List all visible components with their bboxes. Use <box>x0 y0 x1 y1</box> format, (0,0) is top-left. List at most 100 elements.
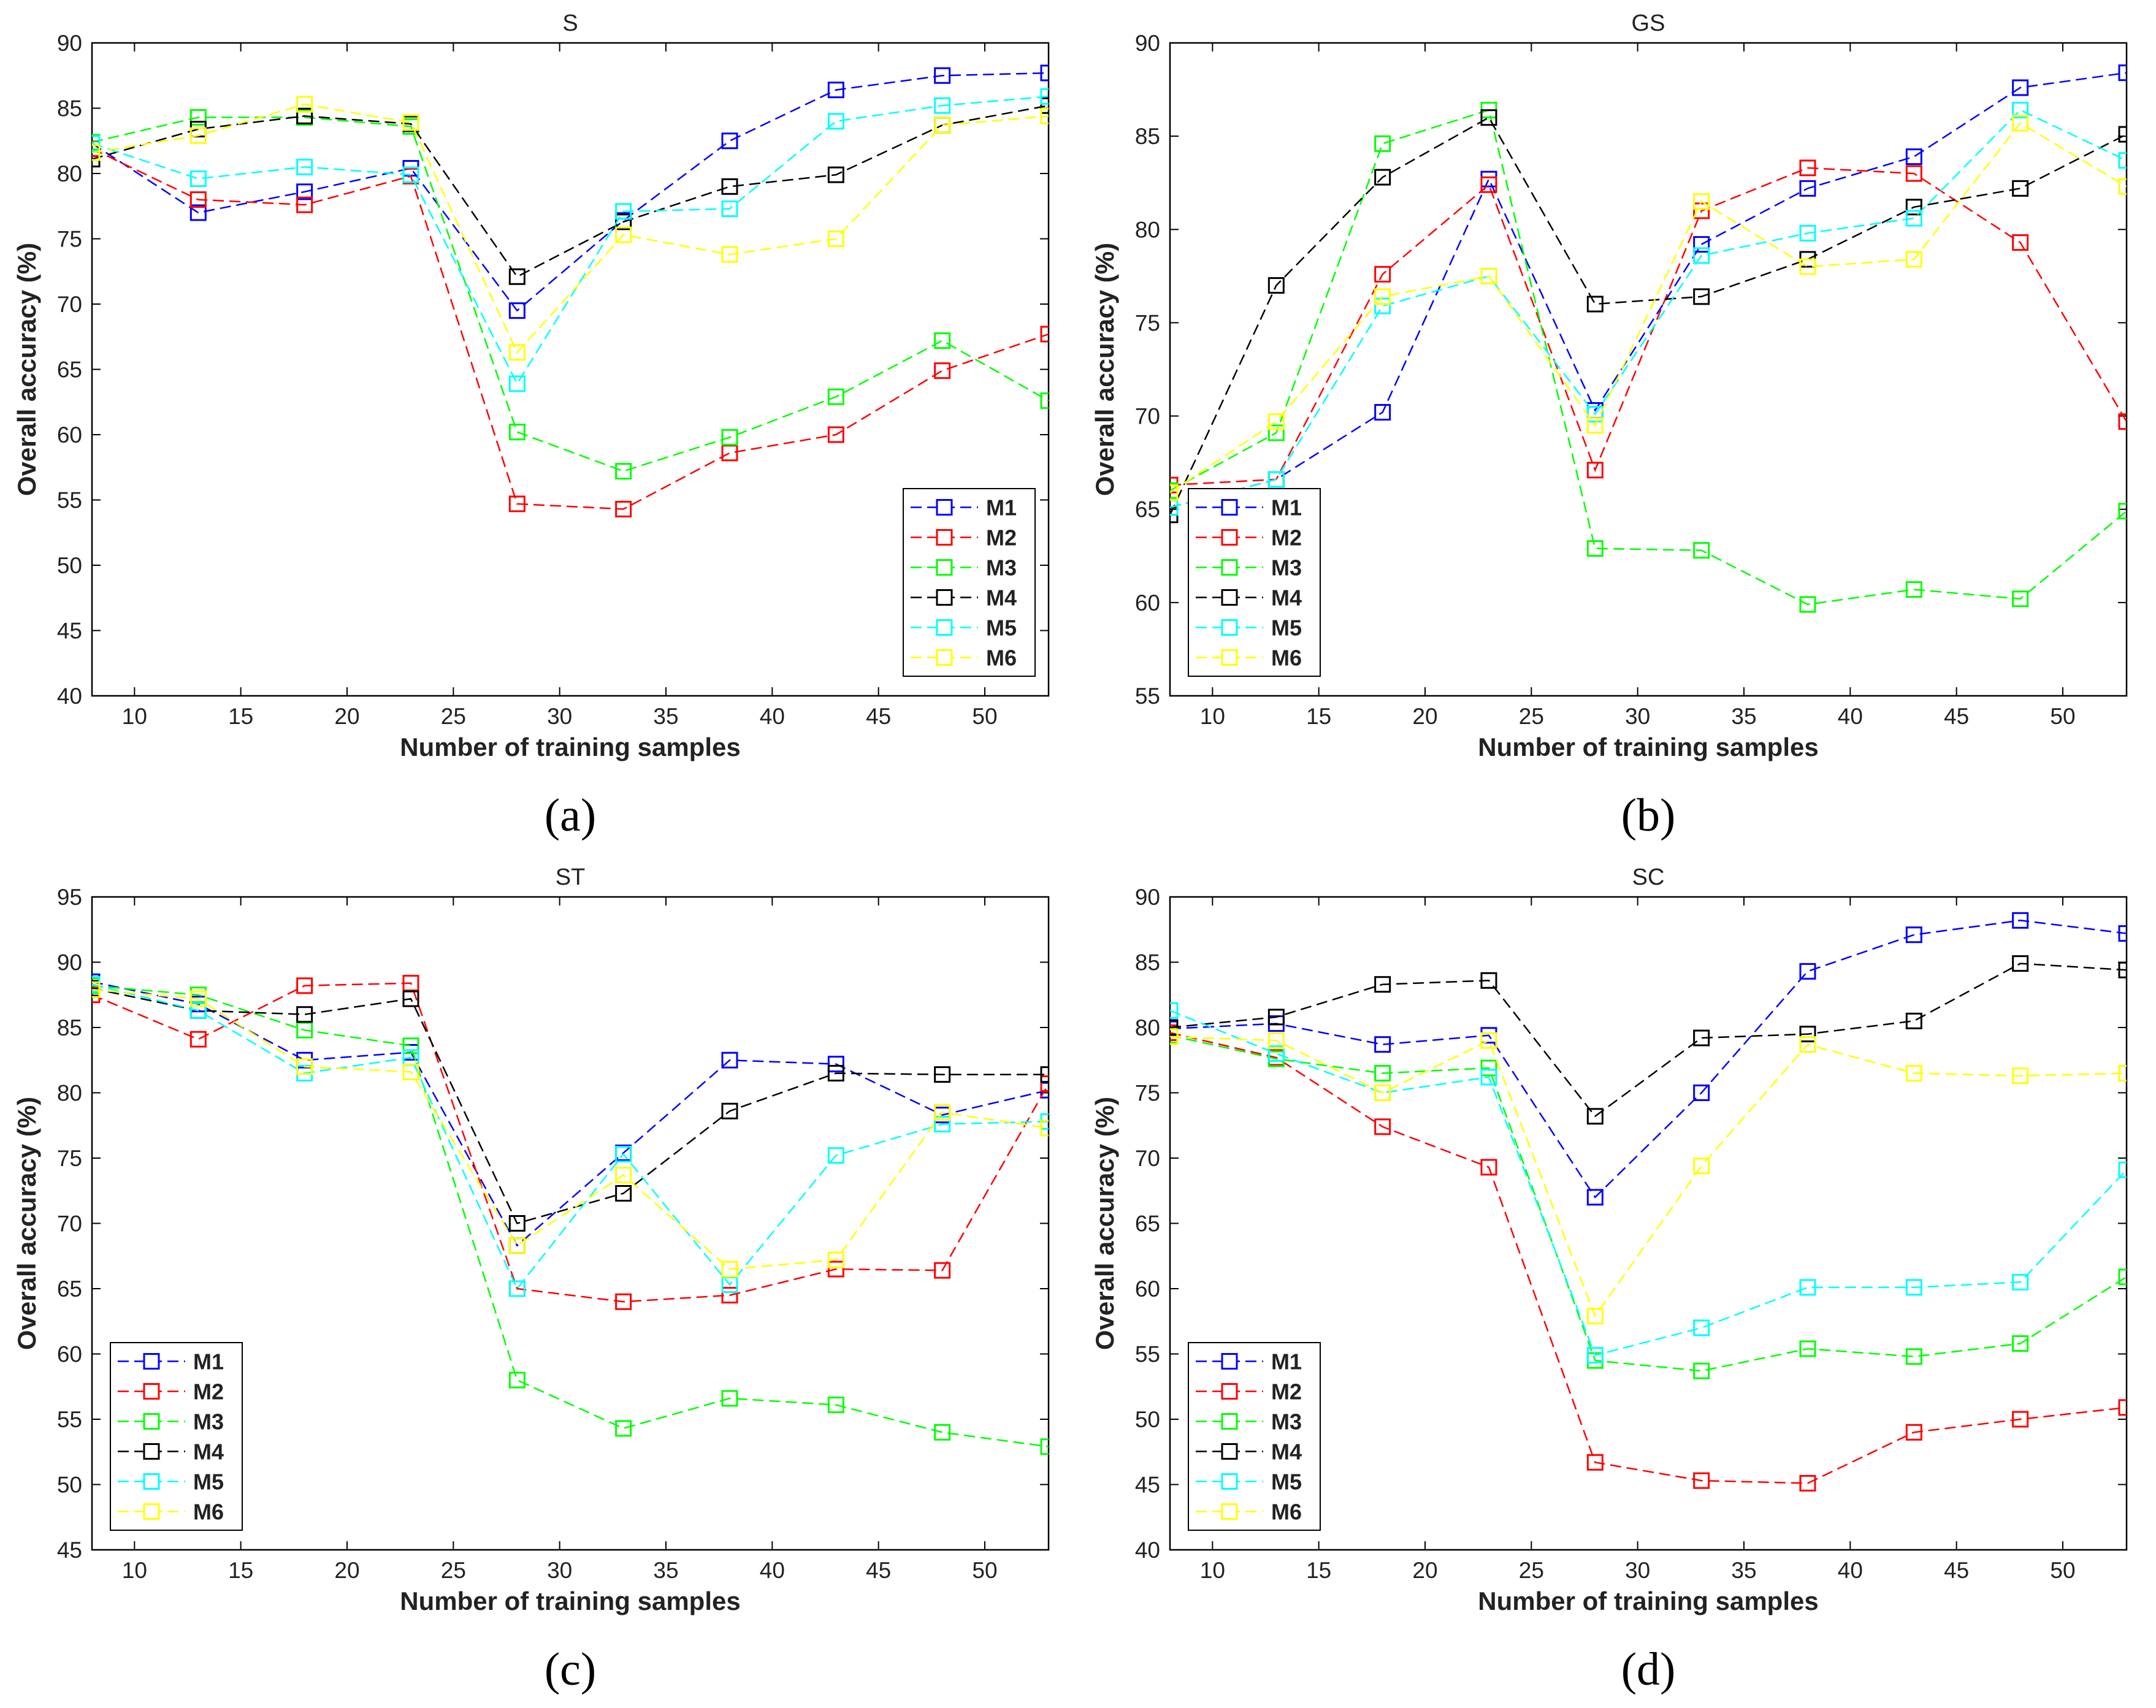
chart-panel-3: 45 50 55 60 65 70 75 80 85 90 95 10 15 20 25 30 35 40 45 50… <box>12 864 1050 1695</box>
data-point-m3 <box>2118 1268 2127 1286</box>
data-point-m6 <box>721 246 738 263</box>
data-point-m2 <box>1586 1454 1604 1471</box>
data-point-m6 <box>92 981 101 998</box>
legend-entry-label: M4 <box>193 1439 224 1465</box>
y-tick-label: 80 <box>57 1081 82 1106</box>
y-tick-label: 90 <box>1135 885 1160 910</box>
x-tick-label: 50 <box>2050 1558 2075 1583</box>
series-line-m4 <box>92 987 1049 1224</box>
x-axis-label: Number of training samples <box>400 733 740 761</box>
data-point-m2 <box>721 444 738 462</box>
x-tick-label: 50 <box>972 1558 997 1583</box>
x-tick-label: 40 <box>1838 1558 1863 1583</box>
data-point-m4 <box>934 1066 951 1083</box>
series-line-m6 <box>92 988 1049 1270</box>
data-point-m3 <box>721 429 738 446</box>
legend-swatch-marker <box>1221 649 1238 666</box>
legend-swatch-marker <box>936 559 953 576</box>
x-tick-label: 15 <box>228 1558 253 1583</box>
panel-caption: (a) <box>545 790 596 841</box>
data-point-m5 <box>1586 1347 1604 1364</box>
data-point-m2 <box>615 500 632 517</box>
series-line-m2 <box>1170 1032 2127 1484</box>
data-point-m3 <box>1374 1065 1391 1082</box>
data-point-m3 <box>934 1424 951 1441</box>
data-point-m5 <box>827 113 844 130</box>
y-axis-label: Overall accuracy (%) <box>12 1097 41 1350</box>
data-point-m6 <box>1267 1032 1285 1049</box>
series-line-m1 <box>92 72 1049 312</box>
data-point-m3 <box>189 109 207 126</box>
data-point-m5 <box>189 170 207 188</box>
series-line-m3 <box>1170 109 2127 606</box>
y-tick-label: 70 <box>1135 1146 1160 1171</box>
x-tick-label: 20 <box>1412 1558 1437 1583</box>
data-point-m6 <box>1905 251 1922 268</box>
legend: M1 M2 M3 M4 M5 M6 <box>1188 488 1321 677</box>
y-tick-label: 65 <box>1135 497 1160 522</box>
x-axis-label: Number of training samples <box>1478 1587 1818 1615</box>
y-tick-label: 70 <box>1135 404 1160 429</box>
x-tick-label: 25 <box>1519 1558 1544 1583</box>
data-point-m1 <box>2012 79 2029 96</box>
series-line-m1 <box>1170 920 2127 1199</box>
legend-entry-label: M1 <box>986 495 1017 520</box>
data-point-m5 <box>1374 297 1391 315</box>
data-point-m3 <box>1480 1059 1497 1077</box>
data-point-m2 <box>1905 165 1922 182</box>
y-tick-label: 60 <box>57 422 82 448</box>
y-tick-label: 50 <box>1135 1407 1160 1432</box>
legend-swatch-marker <box>1221 1443 1238 1460</box>
legend-entry-label: M1 <box>1271 495 1302 520</box>
data-point-m5 <box>508 375 526 392</box>
data-point-m4 <box>2012 955 2029 972</box>
y-axis-label: Overall accuracy (%) <box>1090 243 1119 496</box>
data-point-m3 <box>1040 1438 1049 1455</box>
data-point-m4 <box>1480 972 1497 989</box>
x-tick-label: 35 <box>1731 704 1756 729</box>
data-point-m4 <box>721 178 738 195</box>
y-tick-label: 45 <box>1135 1473 1160 1498</box>
legend-swatch-marker <box>1221 1353 1238 1370</box>
data-point-m6 <box>934 1104 951 1121</box>
data-point-m6 <box>1586 1308 1604 1325</box>
plot-area <box>1169 42 2128 697</box>
x-tick-label: 10 <box>122 1558 147 1583</box>
x-tick-label: 40 <box>760 704 785 729</box>
data-point-m6 <box>296 1058 313 1075</box>
data-point-m2 <box>1374 1118 1391 1135</box>
y-tick-label: 65 <box>1135 1211 1160 1237</box>
y-tick-label: 75 <box>57 227 82 252</box>
data-point-m5 <box>1693 1319 1710 1336</box>
data-point-m2 <box>1905 1424 1922 1441</box>
y-tick-label: 90 <box>1135 31 1160 56</box>
data-point-m3 <box>1374 135 1391 152</box>
data-point-m3 <box>827 1397 844 1414</box>
y-axis-label: Overall accuracy (%) <box>12 243 41 496</box>
data-point-m1 <box>2118 925 2127 942</box>
data-point-m3 <box>721 1390 738 1407</box>
y-tick-label: 80 <box>57 161 82 186</box>
legend-swatch-marker <box>1221 1383 1238 1400</box>
data-point-m5 <box>615 1146 632 1163</box>
data-point-m4 <box>1799 1026 1816 1043</box>
legend-entry-label: M2 <box>1271 525 1302 551</box>
data-point-m1 <box>1040 64 1049 82</box>
data-point-m6 <box>1693 1157 1710 1175</box>
data-point-m6 <box>2012 115 2029 132</box>
legend-entry-label: M4 <box>1271 585 1302 611</box>
legend-entry-label: M2 <box>1271 1379 1302 1405</box>
data-point-m5 <box>296 158 313 175</box>
legend-swatch-marker <box>1221 619 1238 636</box>
series-group <box>1170 912 2127 1492</box>
data-point-m5 <box>1267 1045 1285 1062</box>
legend-swatch-marker <box>143 1413 160 1430</box>
data-point-m3 <box>1905 1348 1922 1365</box>
data-point-m3 <box>1267 424 1285 441</box>
data-point-m6 <box>1693 193 1710 210</box>
legend-swatch-marker <box>1221 559 1238 576</box>
data-point-m2 <box>1799 1474 1816 1492</box>
data-point-m4 <box>508 1215 526 1232</box>
data-point-m2 <box>402 975 419 992</box>
data-point-m1 <box>827 1056 844 1073</box>
